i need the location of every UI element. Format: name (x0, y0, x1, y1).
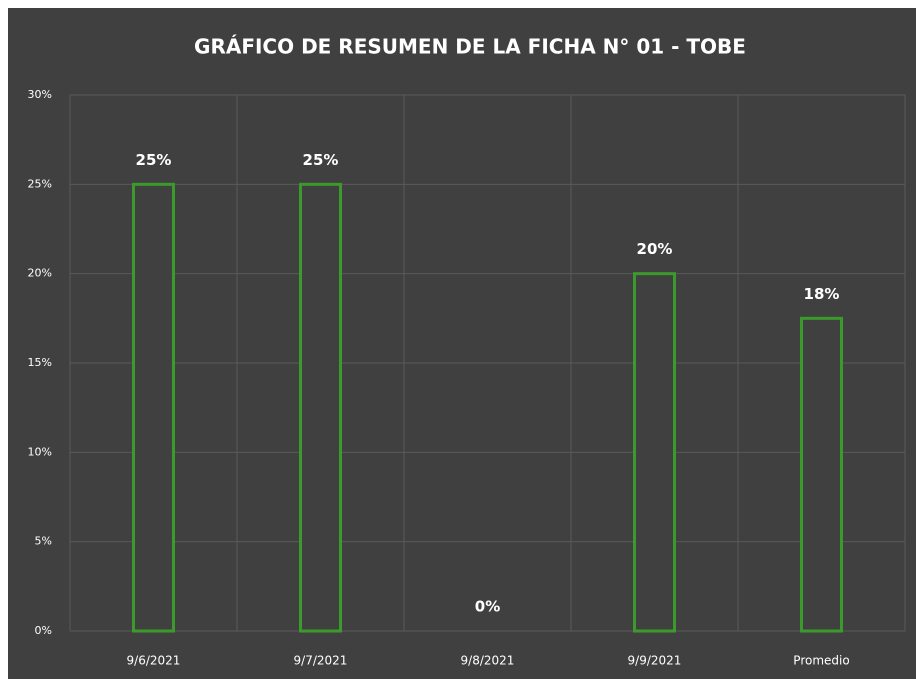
y-tick-label: 10% (28, 445, 52, 458)
y-tick-label: 20% (28, 267, 52, 280)
data-label: 0% (475, 598, 500, 616)
data-label: 20% (637, 240, 673, 258)
chart-title: GRÁFICO DE RESUMEN DE LA FICHA N° 01 - T… (194, 35, 746, 59)
bar (633, 272, 676, 633)
y-tick-label: 15% (28, 356, 52, 369)
y-tick-label: 25% (28, 177, 52, 190)
x-tick-label: 9/7/2021 (294, 654, 348, 668)
y-tick-label: 5% (35, 535, 52, 548)
x-tick-label: 9/9/2021 (628, 654, 682, 668)
bar (800, 316, 843, 633)
x-tick-label: Promedio (793, 654, 849, 668)
bar (132, 182, 175, 633)
bar (299, 182, 342, 633)
data-label: 25% (303, 151, 339, 169)
y-tick-label: 30% (28, 88, 52, 101)
data-label: 25% (136, 151, 172, 169)
x-tick-label: 9/6/2021 (127, 654, 181, 668)
y-tick-label: 0% (35, 624, 52, 637)
data-label: 18% (804, 285, 840, 303)
x-tick-label: 9/8/2021 (461, 654, 515, 668)
